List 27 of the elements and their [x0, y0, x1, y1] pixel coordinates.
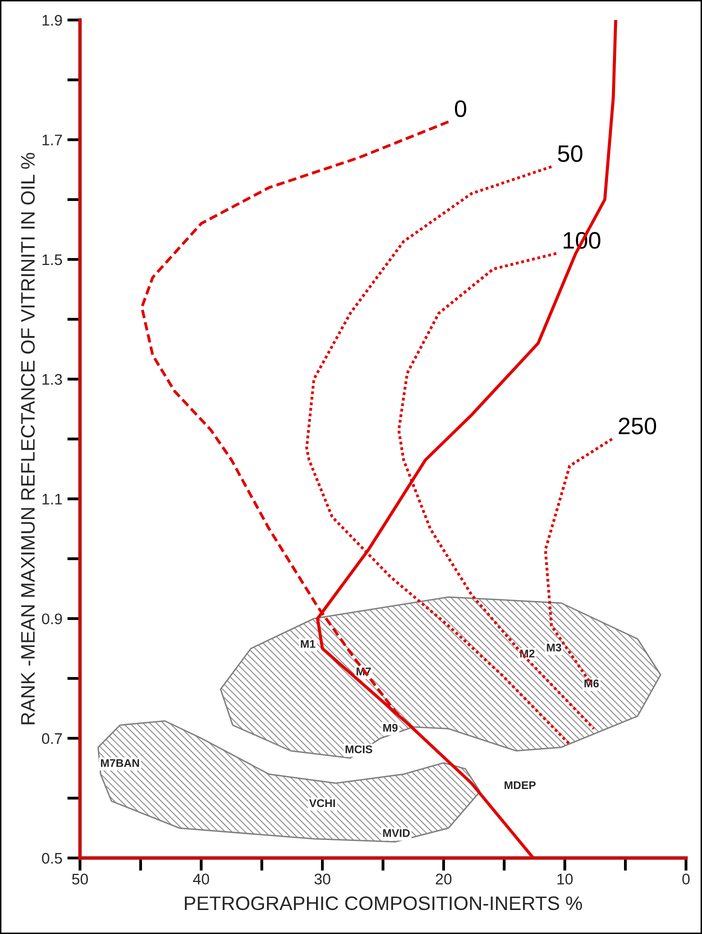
annotation: M7BAN	[100, 759, 139, 767]
y-tick-label: 0.5	[42, 852, 62, 864]
x-tick-label: 0	[682, 874, 690, 884]
annotation: MDEP	[504, 781, 536, 790]
x-tick-label: 40	[193, 874, 210, 884]
annotation: MCIS	[346, 745, 372, 754]
x-tick-label: 50	[72, 874, 88, 884]
annotation: M3	[546, 644, 562, 652]
y-tick-label: 1.9	[42, 14, 62, 26]
annotation: M1	[300, 640, 316, 648]
x-axis-title: PETROGRAPHIC COMPOSITION-INERTS %	[184, 896, 582, 910]
series-label: 0	[454, 100, 466, 118]
y-tick-label: 1.5	[42, 254, 62, 266]
annotation: MVID	[383, 829, 410, 837]
annotation: VCHI	[309, 799, 335, 808]
x-tick-label: 20	[436, 874, 452, 884]
x-tick-label: 10	[557, 874, 573, 884]
y-tick-label: 1.3	[42, 374, 62, 385]
series-label: 250	[618, 418, 656, 434]
annotation: M9	[383, 724, 398, 732]
y-tick-label: 1.1	[42, 494, 62, 504]
series-label: 50	[558, 145, 582, 162]
y-tick-label: 0.9	[42, 613, 62, 624]
y-tick-label: 1.7	[42, 134, 62, 146]
x-tick-label: 30	[314, 874, 330, 884]
y-tick-label: 0.7	[42, 733, 62, 744]
y-axis-title: RANK -MEAN MAXIMUN REFLECTANCE OF VITRINITI IN OIL %	[21, 152, 35, 724]
